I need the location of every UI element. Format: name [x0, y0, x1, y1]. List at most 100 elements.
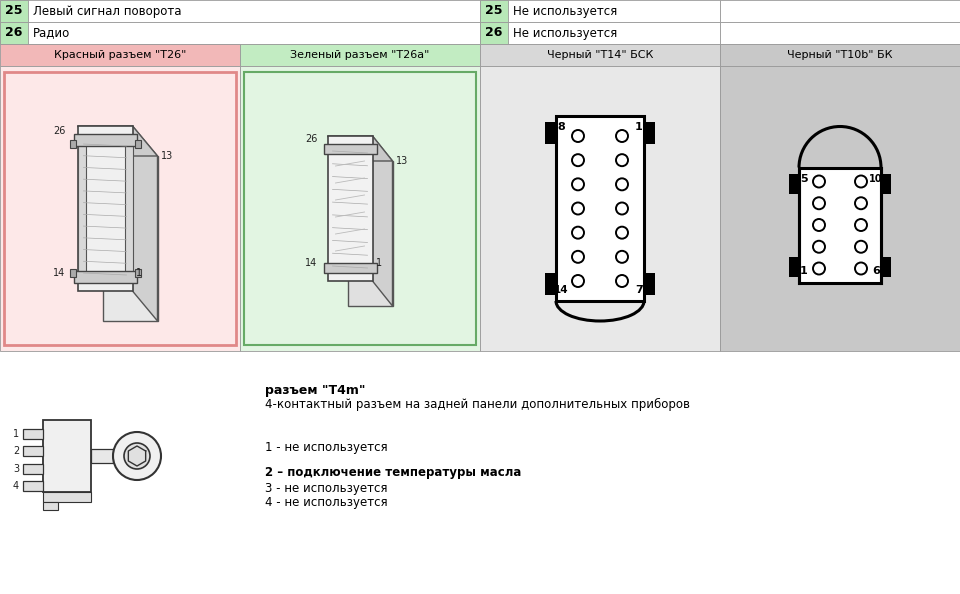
Bar	[78, 126, 132, 291]
Text: 26: 26	[486, 27, 503, 39]
Text: 14: 14	[554, 285, 568, 295]
Bar	[0, 0, 28, 22]
Text: 26: 26	[6, 27, 23, 39]
Text: 4 - не используется: 4 - не используется	[265, 496, 388, 509]
Bar	[69, 140, 76, 148]
Text: Черный "T10b" БК: Черный "T10b" БК	[787, 50, 893, 60]
Text: 25: 25	[485, 5, 503, 17]
Bar	[789, 257, 799, 276]
Bar	[244, 72, 476, 345]
Circle shape	[113, 432, 161, 480]
Circle shape	[572, 130, 584, 142]
Bar	[720, 0, 960, 22]
Circle shape	[813, 175, 825, 188]
Bar	[327, 136, 372, 281]
Text: Зеленый разъем "T26a": Зеленый разъем "T26a"	[290, 50, 430, 60]
Bar	[23, 429, 43, 439]
Circle shape	[855, 219, 867, 231]
Text: 13: 13	[160, 151, 173, 161]
Text: Черный "T14" БСК: Черный "T14" БСК	[547, 50, 653, 60]
Bar	[480, 44, 720, 66]
Bar	[0, 22, 28, 44]
Bar	[4, 72, 236, 345]
Bar	[789, 173, 799, 194]
Bar	[545, 122, 556, 144]
Bar	[43, 502, 58, 510]
Bar	[0, 44, 240, 66]
Circle shape	[616, 154, 628, 166]
Bar	[881, 173, 891, 194]
Circle shape	[813, 219, 825, 231]
Text: 1: 1	[800, 266, 808, 276]
Circle shape	[616, 130, 628, 142]
Text: 14: 14	[305, 258, 318, 268]
Bar	[74, 271, 136, 283]
Circle shape	[616, 178, 628, 190]
Text: 3: 3	[12, 464, 19, 473]
Bar	[43, 492, 91, 502]
Polygon shape	[132, 126, 157, 321]
Bar	[91, 449, 113, 463]
Bar	[480, 0, 720, 22]
Circle shape	[855, 175, 867, 188]
Circle shape	[572, 275, 584, 287]
Text: 6: 6	[872, 266, 880, 276]
Text: Левый сигнал поворота: Левый сигнал поворота	[33, 5, 181, 17]
Bar	[0, 22, 480, 44]
Circle shape	[855, 263, 867, 274]
Bar	[240, 44, 480, 66]
Polygon shape	[78, 126, 157, 156]
Bar	[23, 481, 43, 491]
Text: 8: 8	[557, 122, 564, 132]
Text: 1: 1	[135, 268, 142, 278]
Circle shape	[855, 241, 867, 253]
Bar	[545, 273, 556, 295]
Bar	[720, 66, 960, 351]
Bar	[480, 66, 720, 351]
Bar	[23, 464, 43, 473]
Text: 4-контактный разъем на задней панели дополнительных приборов: 4-контактный разъем на задней панели доп…	[265, 398, 690, 411]
Text: 10: 10	[869, 175, 883, 185]
Circle shape	[616, 203, 628, 214]
Bar	[324, 144, 376, 154]
Text: Красный разъем "T26": Красный разъем "T26"	[54, 50, 186, 60]
Text: Не используется: Не используется	[513, 27, 617, 39]
Text: 5: 5	[801, 175, 807, 185]
Bar	[78, 141, 85, 276]
Circle shape	[572, 251, 584, 263]
Bar	[134, 140, 140, 148]
Circle shape	[616, 275, 628, 287]
Bar	[881, 257, 891, 276]
Text: 2 – подключение температуры масла: 2 – подключение температуры масла	[265, 466, 521, 479]
Circle shape	[616, 251, 628, 263]
Text: 26: 26	[53, 126, 65, 136]
Text: 13: 13	[396, 156, 408, 166]
Polygon shape	[372, 136, 393, 306]
Circle shape	[855, 197, 867, 209]
Text: 7: 7	[636, 285, 643, 295]
Bar	[644, 122, 655, 144]
Bar	[480, 0, 508, 22]
Text: 4: 4	[12, 481, 19, 491]
Bar	[644, 273, 655, 295]
Text: 2: 2	[12, 446, 19, 456]
Circle shape	[813, 197, 825, 209]
Text: 3 - не используется: 3 - не используется	[265, 482, 388, 495]
Bar	[480, 22, 508, 44]
Circle shape	[572, 178, 584, 190]
Text: 1: 1	[636, 122, 643, 132]
Polygon shape	[327, 136, 393, 161]
Circle shape	[616, 227, 628, 239]
Bar	[240, 66, 480, 351]
Circle shape	[813, 263, 825, 274]
Bar	[125, 141, 132, 276]
Text: разъем "T4m": разъем "T4m"	[265, 384, 366, 397]
Bar	[324, 263, 376, 273]
Bar	[134, 269, 140, 277]
Circle shape	[572, 154, 584, 166]
Bar	[480, 22, 720, 44]
Text: 1: 1	[12, 429, 19, 439]
Bar	[799, 168, 881, 283]
Bar	[43, 420, 91, 492]
Text: 14: 14	[53, 268, 65, 278]
